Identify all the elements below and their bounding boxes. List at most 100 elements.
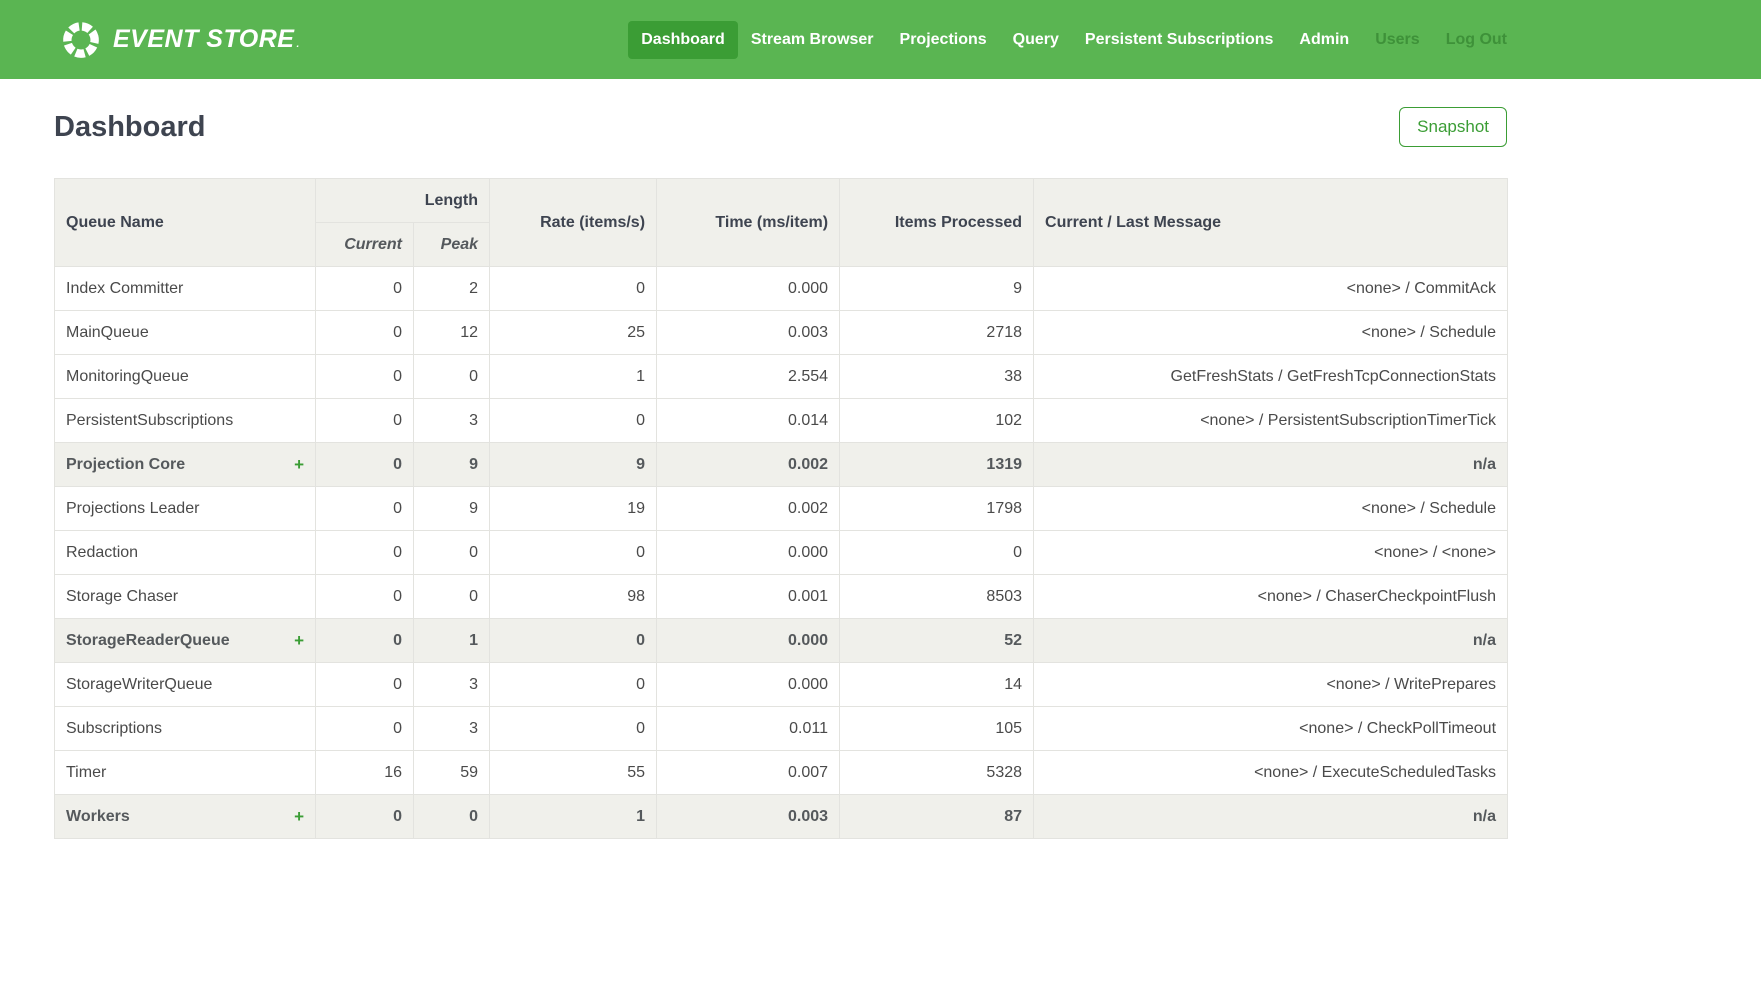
queue-name-cell: Projection Core + bbox=[54, 442, 316, 487]
items-processed-cell: 38 bbox=[839, 354, 1035, 399]
time-cell: 0.000 bbox=[656, 618, 841, 663]
time-cell: 0.014 bbox=[656, 398, 841, 443]
length-current-cell: 0 bbox=[315, 486, 414, 531]
message-cell: <none> / PersistentSubscriptionTimerTick bbox=[1033, 398, 1509, 443]
message-cell: <none> / CheckPollTimeout bbox=[1033, 706, 1509, 751]
length-current-cell: 0 bbox=[315, 266, 414, 311]
length-peak-cell: 9 bbox=[412, 442, 491, 487]
time-cell: 0.000 bbox=[656, 266, 841, 311]
nav-item-persistent-subscriptions[interactable]: Persistent Subscriptions bbox=[1084, 30, 1274, 48]
queue-name-cell: MainQueue bbox=[54, 310, 316, 355]
time-cell: 2.554 bbox=[656, 354, 841, 399]
time-cell: 0.002 bbox=[656, 442, 841, 487]
top-navbar: EVENT STORE. Dashboard Stream Browser Pr… bbox=[0, 0, 1761, 79]
items-processed-cell: 1798 bbox=[839, 486, 1035, 531]
table-row: MonitoringQueue 0 0 1 2.554 38 GetFreshS… bbox=[54, 354, 1509, 399]
page-content: Dashboard Snapshot Queue Name Length Rat… bbox=[54, 107, 1509, 839]
queue-name-cell: Timer bbox=[54, 750, 316, 795]
table-row: Projection Core + 0 9 9 0.002 1319 n/a bbox=[54, 442, 1509, 487]
message-cell: <none> / Schedule bbox=[1033, 486, 1509, 531]
nav-item-query[interactable]: Query bbox=[1012, 30, 1059, 48]
queue-name-label: Index Committer bbox=[66, 279, 184, 297]
queue-name-label: Timer bbox=[66, 763, 107, 781]
rate-cell: 0 bbox=[489, 618, 658, 663]
queue-name-label: Projections Leader bbox=[66, 499, 200, 517]
time-cell: 0.000 bbox=[656, 530, 841, 575]
queue-name-cell: StorageWriterQueue bbox=[54, 662, 316, 707]
expand-plus-icon[interactable]: + bbox=[294, 455, 304, 474]
table-row: StorageWriterQueue 0 3 0 0.000 14 <none>… bbox=[54, 662, 1509, 707]
length-current-cell: 0 bbox=[315, 618, 414, 663]
items-processed-cell: 87 bbox=[839, 794, 1035, 839]
length-current-cell: 0 bbox=[315, 354, 414, 399]
nav-item-users[interactable]: Users bbox=[1375, 30, 1420, 48]
items-processed-cell: 2718 bbox=[839, 310, 1035, 355]
rate-cell: 0 bbox=[489, 662, 658, 707]
items-processed-cell: 9 bbox=[839, 266, 1035, 311]
brand-mark: . bbox=[296, 39, 300, 50]
length-peak-cell: 0 bbox=[412, 794, 491, 839]
col-header-peak: Peak bbox=[412, 222, 491, 267]
col-header-time: Time (ms/item) bbox=[656, 178, 841, 267]
table-row: Subscriptions 0 3 0 0.011 105 <none> / C… bbox=[54, 706, 1509, 751]
page-header: Dashboard Snapshot bbox=[54, 107, 1507, 147]
queue-name-label: Redaction bbox=[66, 543, 139, 561]
page-title: Dashboard bbox=[54, 110, 206, 143]
nav-item-projections[interactable]: Projections bbox=[899, 30, 987, 48]
nav-item-admin[interactable]: Admin bbox=[1299, 30, 1350, 48]
table-row: MainQueue 0 12 25 0.003 2718 <none> / Sc… bbox=[54, 310, 1509, 355]
queue-name-cell: Subscriptions bbox=[54, 706, 316, 751]
rate-cell: 19 bbox=[489, 486, 658, 531]
length-peak-cell: 1 bbox=[412, 618, 491, 663]
queues-table: Queue Name Length Rate (items/s) Time (m… bbox=[54, 178, 1509, 839]
table-row: Redaction 0 0 0 0.000 0 <none> / <none> bbox=[54, 530, 1509, 575]
expand-plus-icon[interactable]: + bbox=[294, 631, 304, 650]
queue-name-label: Workers bbox=[66, 807, 130, 825]
queue-name-cell: Projections Leader bbox=[54, 486, 316, 531]
table-row: PersistentSubscriptions 0 3 0 0.014 102 … bbox=[54, 398, 1509, 443]
rate-cell: 0 bbox=[489, 706, 658, 751]
col-header-current: Current bbox=[315, 222, 414, 267]
queue-name-cell: Index Committer bbox=[54, 266, 316, 311]
message-cell: n/a bbox=[1033, 618, 1509, 663]
queue-table-body: Index Committer 0 2 0 0.000 9 <none> / C… bbox=[54, 266, 1509, 839]
length-peak-cell: 2 bbox=[412, 266, 491, 311]
expand-plus-icon[interactable]: + bbox=[294, 807, 304, 826]
length-current-cell: 0 bbox=[315, 398, 414, 443]
brand-name: EVENT STORE. bbox=[113, 25, 300, 53]
queue-name-cell: Redaction bbox=[54, 530, 316, 575]
items-processed-cell: 102 bbox=[839, 398, 1035, 443]
message-cell: <none> / ChaserCheckpointFlush bbox=[1033, 574, 1509, 619]
items-processed-cell: 105 bbox=[839, 706, 1035, 751]
queue-name-label: PersistentSubscriptions bbox=[66, 411, 234, 429]
length-current-cell: 0 bbox=[315, 574, 414, 619]
rate-cell: 98 bbox=[489, 574, 658, 619]
rate-cell: 55 bbox=[489, 750, 658, 795]
message-cell: <none> / ExecuteScheduledTasks bbox=[1033, 750, 1509, 795]
items-processed-cell: 5328 bbox=[839, 750, 1035, 795]
queue-name-label: Subscriptions bbox=[66, 719, 163, 737]
length-peak-cell: 3 bbox=[412, 706, 491, 751]
rate-cell: 0 bbox=[489, 398, 658, 443]
length-current-cell: 0 bbox=[315, 442, 414, 487]
nav-item-dashboard[interactable]: Dashboard bbox=[628, 20, 738, 59]
queue-name-label: Projection Core bbox=[66, 455, 186, 473]
items-processed-cell: 52 bbox=[839, 618, 1035, 663]
table-row: Projections Leader 0 9 19 0.002 1798 <no… bbox=[54, 486, 1509, 531]
length-peak-cell: 9 bbox=[412, 486, 491, 531]
main-nav: Dashboard Stream Browser Projections Que… bbox=[628, 20, 1520, 59]
time-cell: 0.003 bbox=[656, 310, 841, 355]
brand[interactable]: EVENT STORE. bbox=[60, 19, 300, 61]
length-current-cell: 0 bbox=[315, 794, 414, 839]
queue-name-label: MonitoringQueue bbox=[66, 367, 189, 385]
queue-name-label: StorageReaderQueue bbox=[66, 631, 230, 649]
table-row: Index Committer 0 2 0 0.000 9 <none> / C… bbox=[54, 266, 1509, 311]
length-peak-cell: 0 bbox=[412, 354, 491, 399]
length-peak-cell: 3 bbox=[412, 662, 491, 707]
snapshot-button[interactable]: Snapshot bbox=[1399, 107, 1507, 147]
nav-item-log-out[interactable]: Log Out bbox=[1445, 30, 1507, 48]
nav-item-stream-browser[interactable]: Stream Browser bbox=[750, 30, 874, 48]
queue-name-label: StorageWriterQueue bbox=[66, 675, 213, 693]
message-cell: <none> / CommitAck bbox=[1033, 266, 1509, 311]
time-cell: 0.011 bbox=[656, 706, 841, 751]
